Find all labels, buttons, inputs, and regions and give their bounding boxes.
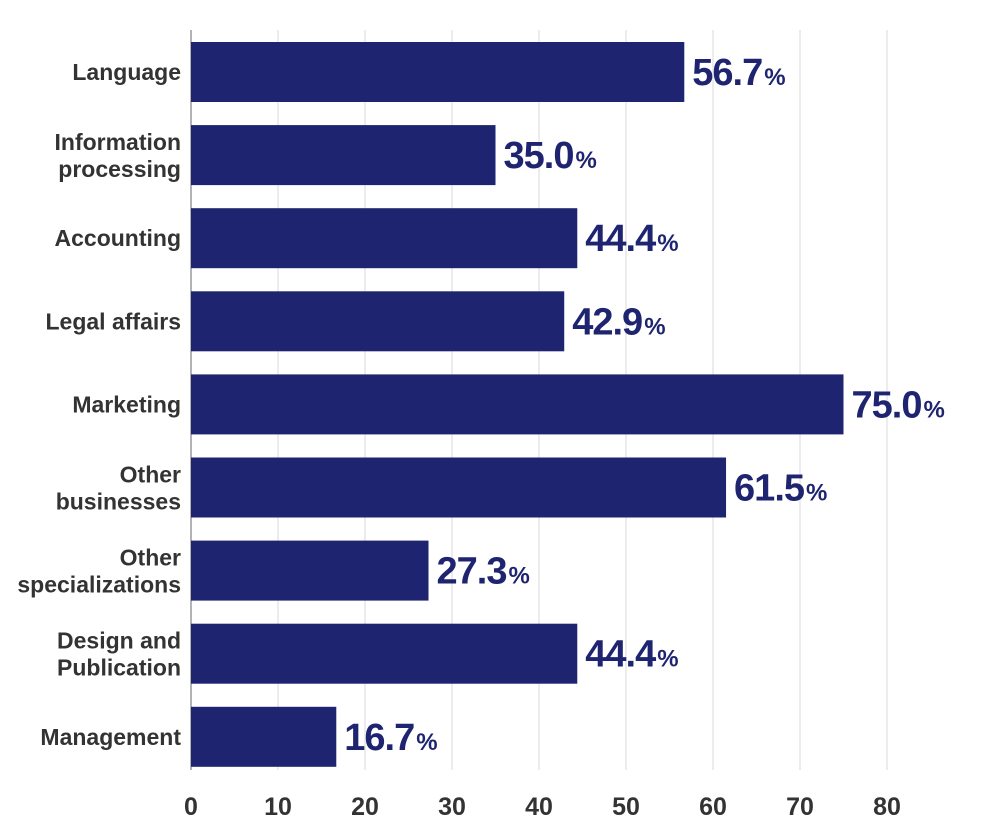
category-label-line: Publication <box>57 655 181 681</box>
category-label-line: Other <box>120 545 181 571</box>
value-number: 56.7 <box>692 52 762 94</box>
category-label-line: Design and <box>57 628 181 654</box>
x-tick-label: 40 <box>525 793 553 821</box>
value-unit: % <box>764 64 785 91</box>
category-label: Other businesses <box>56 462 181 515</box>
value-unit: % <box>644 313 665 340</box>
value-label: 27.3% <box>437 551 530 593</box>
category-label-line: Information <box>55 129 182 155</box>
bar <box>191 374 844 435</box>
category-labels: Language Information processing Accounting L… <box>17 59 181 750</box>
x-tick-label: 50 <box>612 793 640 821</box>
category-label-line: Legal affairs <box>46 308 182 334</box>
bars <box>191 42 844 767</box>
category-label-line: Other <box>120 462 181 488</box>
value-label: 61.5% <box>734 468 827 510</box>
category-label-line: Marketing <box>72 391 181 417</box>
value-unit: % <box>575 147 596 174</box>
value-label: 56.7% <box>692 52 785 94</box>
value-unit: % <box>657 230 678 257</box>
category-label: Other specializations <box>17 545 181 598</box>
value-number: 35.0 <box>504 135 574 177</box>
bar <box>191 540 429 601</box>
category-label-line: Accounting <box>55 225 182 251</box>
category-label-line: businesses <box>56 489 181 515</box>
category-label: Information processing <box>55 129 182 182</box>
value-unit: % <box>508 563 529 590</box>
bar <box>191 208 578 269</box>
category-label: Management <box>40 724 181 750</box>
x-tick-label: 80 <box>873 793 901 821</box>
x-tick-label: 70 <box>786 793 814 821</box>
category-label: Language <box>72 59 181 85</box>
x-tick-label: 10 <box>264 793 292 821</box>
x-axis-ticks: 0 10 20 30 40 50 60 70 80 <box>184 793 901 821</box>
bar <box>191 125 496 186</box>
value-label: 35.0% <box>504 135 597 177</box>
x-tick-label: 60 <box>699 793 727 821</box>
category-label: Accounting <box>55 225 182 251</box>
value-number: 44.4 <box>585 218 656 260</box>
x-tick-label: 20 <box>351 793 379 821</box>
value-label: 42.9% <box>572 301 665 343</box>
category-label-line: specializations <box>17 572 181 598</box>
x-tick-label: 0 <box>184 793 198 821</box>
value-number: 75.0 <box>852 384 922 426</box>
value-number: 16.7 <box>344 717 414 759</box>
bar <box>191 42 685 102</box>
category-label-line: Language <box>72 59 181 85</box>
value-unit: % <box>416 729 437 756</box>
category-label: Design and Publication <box>57 628 181 681</box>
value-unit: % <box>657 646 678 673</box>
category-label: Marketing <box>72 391 181 417</box>
value-unit: % <box>806 480 827 507</box>
value-unit: % <box>923 396 944 423</box>
value-label: 44.4% <box>585 634 678 676</box>
category-label: Legal affairs <box>46 308 182 334</box>
value-number: 27.3 <box>437 551 507 593</box>
bar <box>191 457 727 518</box>
bar <box>191 291 565 352</box>
value-label: 44.4% <box>585 218 678 260</box>
value-number: 44.4 <box>585 634 656 676</box>
category-label-line: processing <box>58 156 181 182</box>
category-label-line: Management <box>40 724 181 750</box>
x-tick-label: 30 <box>438 793 466 821</box>
value-number: 42.9 <box>572 301 642 343</box>
bar <box>191 706 337 767</box>
value-labels: 56.7%35.0%44.4%42.9%75.0%61.5%27.3%44.4%… <box>344 52 945 759</box>
bar <box>191 623 578 684</box>
value-label: 75.0% <box>852 384 945 426</box>
value-number: 61.5 <box>734 468 805 510</box>
value-label: 16.7% <box>344 717 437 759</box>
